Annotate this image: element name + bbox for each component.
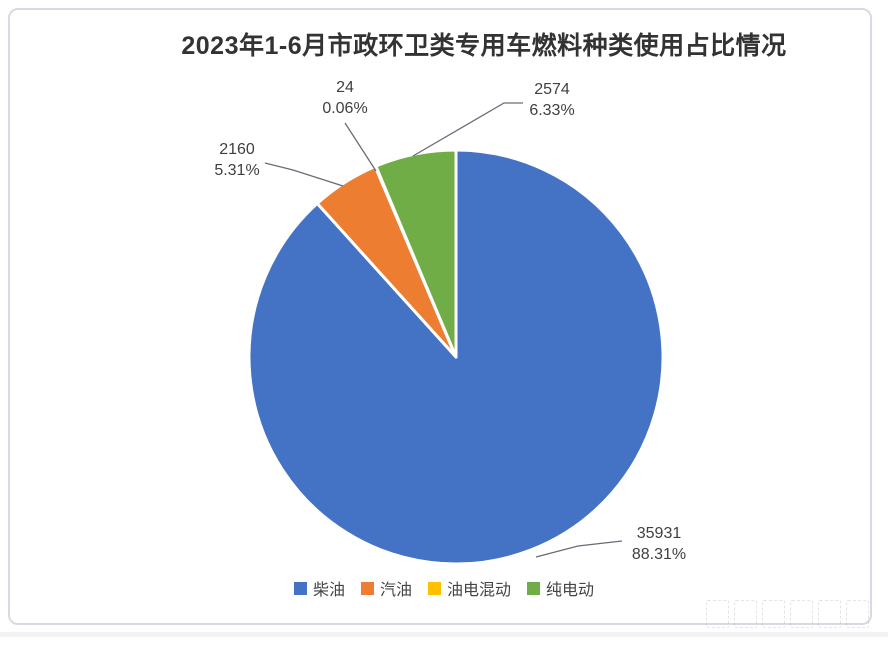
data-label-diesel-percent: 88.31% bbox=[631, 546, 687, 563]
data-label-hybrid-percent: 0.06% bbox=[322, 100, 368, 117]
legend-item-hybrid: 油电混动 bbox=[428, 576, 511, 600]
legend-label-hybrid: 油电混动 bbox=[447, 582, 512, 599]
data-label-electric-value: 2574 bbox=[534, 81, 570, 98]
leader-line-diesel bbox=[535, 540, 623, 558]
chart-title: 2023年1-6月市政环卫类专用车燃料种类使用占比情况 bbox=[181, 32, 787, 60]
watermark-glyph bbox=[846, 600, 869, 628]
legend-swatch-gasoline bbox=[360, 581, 374, 595]
data-label-gasoline-value: 2160 bbox=[219, 141, 255, 158]
watermark-glyph bbox=[818, 600, 841, 628]
watermark-glyph bbox=[790, 600, 813, 628]
watermark-glyph bbox=[762, 600, 785, 628]
leader-line-gasoline bbox=[264, 162, 344, 187]
data-label-gasoline-percent: 5.31% bbox=[214, 162, 260, 179]
data-label-electric-percent: 6.33% bbox=[529, 102, 575, 119]
leader-line-hybrid bbox=[344, 122, 377, 172]
data-label-hybrid-value: 24 bbox=[336, 79, 354, 96]
watermark-glyph bbox=[734, 600, 757, 628]
data-label-diesel-value: 35931 bbox=[636, 525, 682, 542]
watermark bbox=[706, 600, 876, 628]
legend-item-diesel: 柴油 bbox=[293, 576, 345, 600]
legend: 柴油 汽油 油电混动 纯电动 bbox=[0, 576, 888, 600]
legend-label-gasoline: 汽油 bbox=[379, 582, 412, 599]
watermark-glyph bbox=[706, 600, 729, 628]
legend-item-gasoline: 汽油 bbox=[360, 576, 412, 600]
leader-line-electric bbox=[412, 102, 523, 157]
data-label-diesel: 35931 88.31% bbox=[632, 523, 686, 565]
data-label-gasoline: 2160 5.31% bbox=[214, 139, 259, 181]
legend-label-electric: 纯电动 bbox=[546, 582, 595, 599]
legend-item-electric: 纯电动 bbox=[527, 576, 594, 600]
legend-swatch-diesel bbox=[293, 581, 307, 595]
data-label-electric: 2574 6.33% bbox=[529, 79, 574, 121]
legend-swatch-electric bbox=[527, 581, 541, 595]
data-label-hybrid: 24 0.06% bbox=[322, 77, 367, 119]
legend-label-diesel: 柴油 bbox=[312, 582, 345, 599]
watermark-line bbox=[0, 632, 888, 637]
legend-swatch-hybrid bbox=[428, 581, 441, 595]
